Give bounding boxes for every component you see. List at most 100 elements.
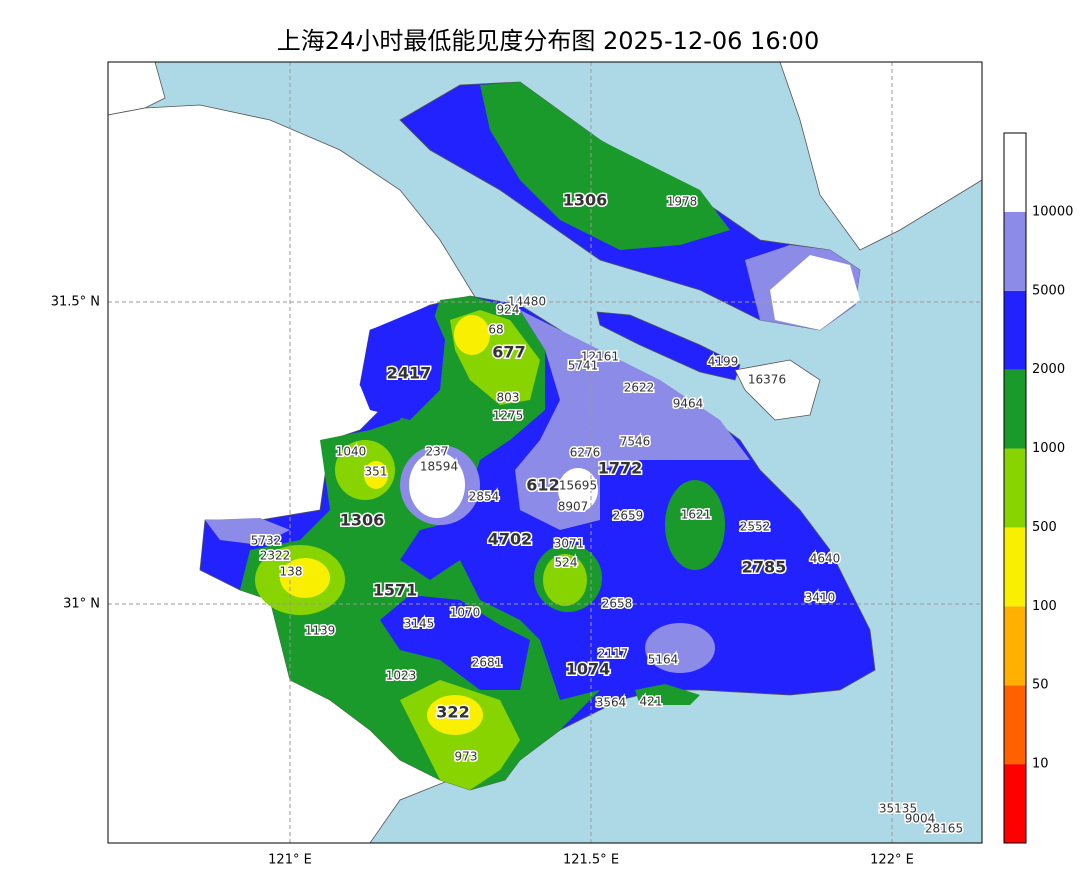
- island: [596, 311, 741, 381]
- zone: [558, 468, 598, 512]
- station-value: 28165: [925, 822, 963, 836]
- station-value: 1139: [305, 624, 336, 638]
- title: 上海24小时最低能见度分布图 2025-12-06 16:00: [277, 27, 819, 55]
- station-value: 14480: [508, 295, 546, 309]
- station-value: 2322: [260, 549, 291, 563]
- colorbar-label: 100: [1032, 599, 1057, 614]
- colorbar-label: 10: [1032, 757, 1049, 772]
- station-value: 2659: [613, 509, 644, 523]
- station-value: 421: [640, 695, 663, 709]
- lat-label: 31° N: [63, 597, 100, 612]
- station-value: 322: [436, 703, 469, 722]
- colorbar-segment: [1004, 764, 1026, 843]
- colorbar: 10 50 100 500 1000 2000 5000 10000: [1003, 132, 1073, 844]
- zone: [645, 623, 715, 673]
- map-area: [107, 61, 983, 844]
- lon-label: 122° E: [870, 853, 914, 868]
- station-value: 1040: [336, 445, 367, 459]
- station-value: 35135: [879, 802, 917, 816]
- station-value: 677: [492, 343, 525, 362]
- station-value: 18594: [420, 460, 458, 474]
- station-value: 12161: [581, 350, 619, 364]
- colorbar-segment: [1004, 448, 1026, 528]
- lon-label: 121.5° E: [563, 853, 619, 868]
- station-value: 2854: [469, 490, 500, 504]
- station-value: 4702: [488, 530, 533, 549]
- zone: [543, 554, 587, 606]
- station-value: 5732: [251, 534, 282, 548]
- zone: [635, 684, 700, 705]
- station-value: 1275: [493, 409, 524, 423]
- station-value: 2417: [387, 364, 432, 383]
- station-value: 4199: [708, 355, 739, 369]
- station-value: 351: [365, 465, 388, 479]
- colorbar-segment: [1004, 527, 1026, 607]
- station-value: 68: [488, 323, 503, 337]
- station-value: 1306: [563, 191, 608, 210]
- zone: [409, 452, 465, 518]
- station-value: 1621: [681, 508, 712, 522]
- station-value: 1772: [598, 459, 643, 478]
- colorbar-segment: [1004, 369, 1026, 449]
- colorbar-segment: [1004, 290, 1026, 370]
- station-value: 9004: [905, 812, 936, 826]
- station-value: 2658: [602, 597, 633, 611]
- station-value: 3071: [554, 537, 585, 551]
- station-value: 803: [497, 391, 520, 405]
- station-value: 524: [555, 556, 578, 570]
- colorbar-segment: [1004, 133, 1026, 212]
- station-value: 15695: [559, 479, 597, 493]
- station-value: 9464: [673, 397, 704, 411]
- station-value: 7546: [620, 435, 651, 449]
- zone: [427, 695, 483, 735]
- colorbar-label: 50: [1032, 678, 1049, 693]
- station-value: 612: [526, 476, 559, 495]
- colorbar-frame: [1003, 132, 1027, 844]
- station-value: 8907: [558, 500, 589, 514]
- station-value: 3145: [404, 617, 435, 631]
- zone: [770, 255, 860, 330]
- station-value: 16376: [748, 373, 786, 387]
- station-value: 5741: [568, 359, 599, 373]
- colorbar-label: 500: [1032, 520, 1057, 535]
- zone: [280, 558, 330, 598]
- station-value: 2117: [598, 647, 629, 661]
- lat-label: 31.5° N: [51, 295, 100, 310]
- station-value: 924: [497, 303, 520, 317]
- colorbar-segment: [1004, 606, 1026, 686]
- zone: [454, 315, 490, 355]
- zone: [480, 82, 730, 250]
- zone: [205, 518, 290, 545]
- island: [734, 359, 821, 421]
- station-value: 1070: [450, 606, 481, 620]
- station-value: 973: [455, 750, 478, 764]
- zone: [360, 305, 445, 420]
- frame: [107, 61, 983, 844]
- station-value: 138: [280, 565, 303, 579]
- station-value: 1306: [340, 511, 385, 530]
- station-value: 2681: [472, 656, 503, 670]
- station-value: 3564: [596, 696, 627, 710]
- station-value: 1023: [386, 669, 417, 683]
- colorbar-label: 10000: [1032, 204, 1073, 219]
- station-value: 237: [426, 445, 449, 459]
- station-value: 1978: [667, 195, 698, 209]
- station-value: 1571: [373, 581, 418, 600]
- axis-labels: 31.5° N 31° N 121° E 121.5° E 122° E: [51, 295, 914, 868]
- station-value: 3410: [805, 591, 836, 605]
- graticule: [108, 62, 982, 843]
- colorbar-segment: [1004, 211, 1026, 291]
- station-value: 2785: [742, 558, 787, 577]
- zone: [380, 595, 530, 690]
- colorbar-label: 5000: [1032, 283, 1065, 298]
- station-value: 6276: [570, 446, 601, 460]
- colorbar-segment: [1004, 685, 1026, 765]
- zone: [665, 480, 725, 570]
- station-value: 1074: [566, 660, 611, 679]
- station-value: 4640: [810, 552, 841, 566]
- colorbar-label: 2000: [1032, 362, 1065, 377]
- lon-label: 121° E: [268, 853, 312, 868]
- station-value: 5164: [648, 653, 679, 667]
